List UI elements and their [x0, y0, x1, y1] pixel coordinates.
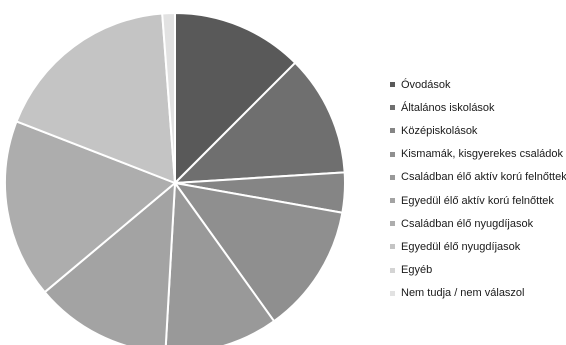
legend-label: Óvodások: [401, 78, 451, 91]
legend-swatch: [390, 290, 395, 296]
legend-swatch: [390, 174, 395, 180]
pie-chart: [4, 12, 346, 345]
legend-label: Egyedül élő nyugdíjasok: [401, 240, 521, 253]
legend-item: Egyedül élő aktív korú felnőttek: [390, 189, 566, 212]
legend-swatch: [390, 82, 395, 88]
legend-label: Családban élő nyugdíjasok: [401, 217, 534, 230]
pie-slice-2: [174, 61, 346, 184]
legend-item: Általános iskolások: [390, 96, 566, 119]
legend-swatch: [390, 128, 395, 134]
legend-item: Kismamák, kisgyerekes családok: [390, 143, 566, 166]
pie-slice-6: [43, 182, 176, 345]
legend-item: Nem tudja / nem válaszol: [390, 282, 566, 305]
legend-swatch: [390, 267, 395, 273]
pie-slice-7: [4, 120, 176, 294]
legend-swatch: [390, 105, 395, 111]
legend-item: Családban élő aktív korú felnőttek: [390, 166, 566, 189]
pie-slice-5: [164, 182, 276, 345]
legend-item: Egyéb: [390, 259, 566, 282]
legend-item: Óvodások: [390, 73, 566, 96]
pie-slice-4: [174, 182, 344, 323]
legend-label: Kismamák, kisgyerekes családok: [401, 148, 564, 161]
legend-label: Családban élő aktív korú felnőttek: [401, 171, 566, 184]
legend-swatch: [390, 244, 395, 250]
legend-swatch: [390, 198, 395, 204]
legend-item: Egyedül élő nyugdíjasok: [390, 235, 566, 258]
pie-slice-8: [15, 12, 176, 184]
legend-label: Nem tudja / nem válaszol: [401, 287, 525, 300]
legend-item: Családban élő nyugdíjasok: [390, 212, 566, 235]
pie-slice-1: [174, 12, 297, 184]
legend-swatch: [390, 151, 395, 157]
legend-label: Egyéb: [401, 264, 433, 277]
legend-label: Középiskolások: [401, 124, 478, 137]
legend-swatch: [390, 221, 395, 227]
legend-item: Középiskolások: [390, 119, 566, 142]
legend-label: Egyedül élő aktív korú felnőttek: [401, 194, 554, 207]
legend-label: Általános iskolások: [401, 101, 495, 114]
pie-slice-10: [161, 12, 176, 184]
legend: Óvodások Általános iskolások Középiskoláso…: [390, 73, 566, 305]
